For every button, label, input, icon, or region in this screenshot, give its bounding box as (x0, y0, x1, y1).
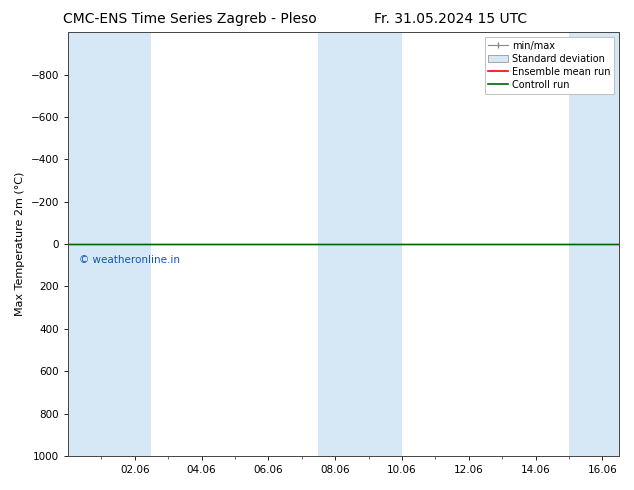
Legend: min/max, Standard deviation, Ensemble mean run, Controll run: min/max, Standard deviation, Ensemble me… (484, 37, 614, 94)
Text: Fr. 31.05.2024 15 UTC: Fr. 31.05.2024 15 UTC (373, 12, 527, 26)
Bar (318, 32, 402, 456)
Text: © weatheronline.in: © weatheronline.in (79, 255, 180, 265)
Y-axis label: Max Temperature 2m (°C): Max Temperature 2m (°C) (15, 172, 25, 316)
Text: CMC-ENS Time Series Zagreb - Pleso: CMC-ENS Time Series Zagreb - Pleso (63, 12, 317, 26)
Bar (68, 32, 152, 456)
Bar (569, 32, 619, 456)
